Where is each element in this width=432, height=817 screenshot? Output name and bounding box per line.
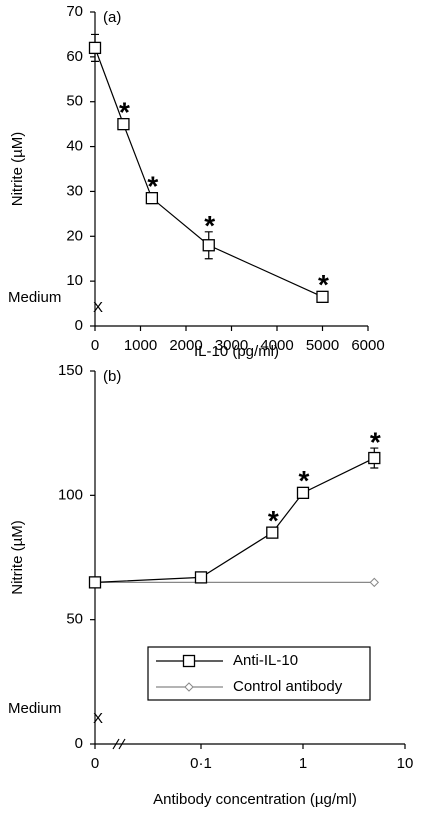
data-point bbox=[88, 41, 102, 55]
data-point bbox=[266, 526, 279, 539]
significance-mark: * bbox=[318, 269, 329, 300]
x-tick-label: 0 bbox=[91, 337, 99, 354]
y-tick-label: 100 bbox=[58, 486, 83, 503]
x-tick-label: 4000 bbox=[260, 337, 293, 354]
x-tick-label: 10 bbox=[397, 755, 414, 772]
legend-marker bbox=[182, 654, 196, 668]
y-tick-label: 50 bbox=[66, 93, 83, 110]
x-tick-label: 1000 bbox=[124, 337, 157, 354]
significance-mark: * bbox=[147, 171, 158, 202]
significance-mark: * bbox=[119, 97, 130, 128]
x-tick-label: 2000 bbox=[169, 337, 202, 354]
y-tick-label: 150 bbox=[58, 362, 83, 379]
data-point bbox=[202, 239, 215, 252]
reference-marker: X bbox=[93, 299, 103, 316]
x-tick-label: 5000 bbox=[306, 337, 339, 354]
panel-label: (a) bbox=[103, 9, 121, 26]
significance-mark: * bbox=[204, 210, 215, 241]
data-point bbox=[296, 486, 310, 499]
y-tick-label: 30 bbox=[66, 182, 83, 199]
reference-marker: X bbox=[93, 710, 103, 727]
data-point bbox=[194, 571, 208, 584]
axis-break bbox=[112, 738, 120, 750]
data-point bbox=[369, 577, 380, 588]
y-tick-label: 70 bbox=[66, 3, 83, 20]
y-tick-label: 0 bbox=[75, 735, 83, 752]
y-tick-label: 0 bbox=[75, 317, 83, 334]
reference-label: Medium bbox=[8, 289, 61, 306]
series-line bbox=[94, 457, 375, 583]
axis-break bbox=[118, 738, 126, 750]
y-tick-label: 40 bbox=[66, 138, 83, 155]
y-tick-label: 60 bbox=[66, 48, 83, 65]
data-point bbox=[117, 117, 130, 131]
series-line bbox=[94, 47, 323, 298]
x-tick-label: 3000 bbox=[215, 337, 248, 354]
data-point bbox=[316, 290, 329, 303]
y-axis-label: Nitrite (µM) bbox=[9, 132, 26, 206]
y-tick-label: 20 bbox=[66, 227, 83, 244]
x-tick-label: 0 bbox=[91, 755, 99, 772]
significance-mark: * bbox=[299, 465, 310, 496]
significance-mark: * bbox=[268, 505, 279, 536]
data-point bbox=[368, 451, 381, 465]
reference-label: Medium bbox=[8, 700, 61, 717]
data-point bbox=[88, 576, 102, 589]
legend-label: Control antibody bbox=[233, 678, 343, 695]
y-tick-label: 50 bbox=[66, 611, 83, 628]
x-tick-label: 0·1 bbox=[190, 755, 212, 772]
legend-marker bbox=[184, 682, 194, 692]
x-tick-label: 6000 bbox=[351, 337, 384, 354]
panel-label: (b) bbox=[103, 368, 121, 385]
significance-mark: * bbox=[370, 426, 381, 457]
x-axis-label: IL-10 (pg/ml) bbox=[194, 343, 279, 360]
data-point bbox=[145, 192, 159, 205]
x-axis-label: Antibody concentration (µg/ml) bbox=[153, 791, 357, 808]
legend-label: Anti-IL-10 bbox=[233, 652, 298, 669]
x-tick-label: 1 bbox=[299, 755, 307, 772]
y-axis-label: Nitrite (µM) bbox=[9, 520, 26, 594]
y-tick-label: 10 bbox=[66, 272, 83, 289]
